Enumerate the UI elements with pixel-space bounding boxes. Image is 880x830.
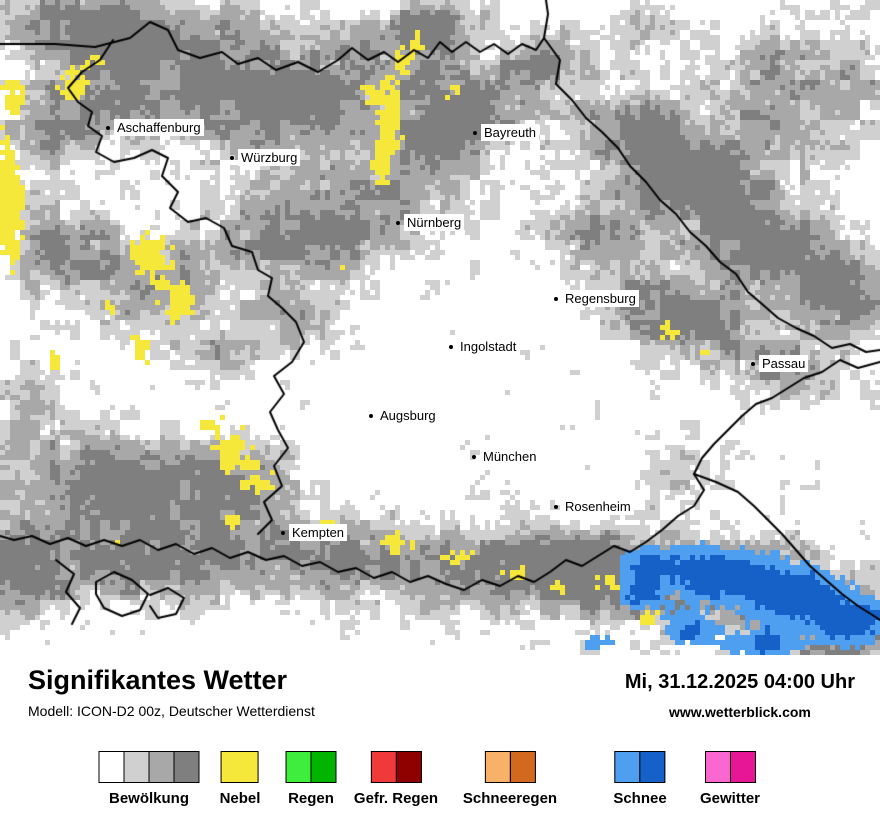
city-label: Würzburg <box>238 149 301 166</box>
legend-swatches <box>98 751 200 783</box>
city-dot <box>473 131 477 135</box>
legend-label: Nebel <box>219 790 261 807</box>
footer-right: Mi, 31.12.2025 04:00 Uhr www.wetterblick… <box>625 671 855 720</box>
legend-swatches <box>285 751 337 783</box>
legend-group: Gefr. Regen <box>354 751 438 807</box>
legend-swatch <box>173 751 200 783</box>
legend-swatch <box>370 751 397 783</box>
legend-group: Regen <box>285 751 337 807</box>
legend-swatch <box>123 751 150 783</box>
legend-group: Nebel <box>219 751 261 807</box>
legend: Bewölkung Nebel Regen Gefr. Regen Schneerege… <box>0 751 880 823</box>
legend-label: Gefr. Regen <box>353 790 439 807</box>
city-label: Rosenheim <box>562 498 634 515</box>
city-label: Bayreuth <box>481 124 540 141</box>
city-label: Augsburg <box>377 407 439 424</box>
legend-swatches <box>370 751 422 783</box>
city-dot <box>751 362 755 366</box>
legend-group: Schneeregen <box>463 751 557 807</box>
legend-swatches <box>614 751 666 783</box>
footer-left: Signifikantes Wetter Modell: ICON-D2 00z… <box>28 665 315 719</box>
model-subtitle: Modell: ICON-D2 00z, Deutscher Wetterdie… <box>28 703 315 719</box>
city-dot <box>281 531 285 535</box>
city-dot <box>369 414 373 418</box>
legend-group: Gewitter <box>700 751 760 807</box>
legend-swatch <box>98 751 125 783</box>
city-dot <box>554 505 558 509</box>
city-label: Regensburg <box>562 290 639 307</box>
map-footer: Signifikantes Wetter Modell: ICON-D2 00z… <box>0 655 880 830</box>
city-label: Ingolstadt <box>457 338 520 355</box>
legend-swatch <box>729 751 756 783</box>
legend-group: Bewölkung <box>98 751 200 807</box>
legend-label: Schnee <box>613 790 667 807</box>
city-label: Aschaffenburg <box>114 119 204 136</box>
city-label: Nürnberg <box>404 214 465 231</box>
city-dot <box>106 126 110 130</box>
legend-swatches <box>704 751 756 783</box>
legend-swatches <box>484 751 536 783</box>
page-title: Signifikantes Wetter <box>28 665 288 695</box>
border-lines-canvas <box>0 0 880 655</box>
legend-swatch <box>285 751 312 783</box>
legend-swatch <box>639 751 666 783</box>
legend-label: Regen <box>288 790 334 807</box>
city-dot <box>230 156 234 160</box>
legend-swatch <box>395 751 422 783</box>
legend-group: Schnee <box>613 751 667 807</box>
legend-label: Bewölkung <box>108 790 189 807</box>
city-dot <box>472 455 476 459</box>
legend-swatch <box>220 751 259 783</box>
city-label: München <box>480 448 540 465</box>
legend-swatch <box>704 751 731 783</box>
weather-map: Aschaffenburg Würzburg Bayreuth Nürnberg Reg… <box>0 0 880 655</box>
website-url: www.wetterblick.com <box>669 704 811 720</box>
city-dot <box>396 221 400 225</box>
legend-label: Schneeregen <box>462 790 558 807</box>
legend-swatches <box>220 751 259 783</box>
legend-swatch <box>614 751 641 783</box>
legend-swatch <box>310 751 337 783</box>
forecast-datetime: Mi, 31.12.2025 04:00 Uhr <box>624 671 855 693</box>
legend-swatch <box>509 751 536 783</box>
legend-label: Gewitter <box>699 790 761 807</box>
legend-swatch <box>484 751 511 783</box>
city-label: Kempten <box>289 524 348 541</box>
city-layer: Aschaffenburg Würzburg Bayreuth Nürnberg Reg… <box>106 119 809 541</box>
city-dot <box>554 297 558 301</box>
city-label: Passau <box>759 355 809 372</box>
city-dot <box>449 345 453 349</box>
legend-swatch <box>148 751 175 783</box>
